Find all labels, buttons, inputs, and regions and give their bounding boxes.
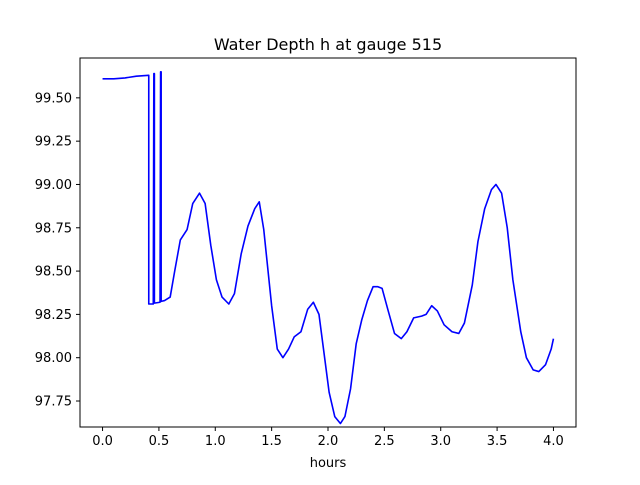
x-tick-label: 3.5 (487, 434, 508, 449)
plot-frame (79, 57, 577, 428)
y-tick-label: 99.50 (35, 91, 72, 106)
x-tick-label: 2.5 (374, 434, 395, 449)
series-line (102, 71, 555, 425)
x-tick-label: 0.5 (149, 434, 170, 449)
y-tick-label: 99.25 (35, 135, 72, 150)
x-tick-label: 0.0 (92, 434, 113, 449)
x-tick-label: 1.5 (261, 434, 282, 449)
y-tick-label: 98.25 (35, 308, 72, 323)
y-tick-label: 97.75 (35, 395, 72, 410)
x-axis: 0.0 0.5 1.0 1.5 2.0 2.5 3.0 3.5 4.0 (92, 427, 564, 449)
chart-title: Water Depth h at gauge 515 (214, 35, 442, 54)
series-layer (102, 71, 555, 425)
y-tick-label: 98.75 (35, 221, 72, 236)
x-tick-label: 1.0 (205, 434, 226, 449)
y-axis: 97.75 98.00 98.25 98.50 98.75 99.00 99.25 99.50 (35, 91, 80, 410)
x-tick-label: 2.0 (318, 434, 339, 449)
x-axis-label: hours (310, 456, 347, 471)
y-tick-label: 98.50 (35, 265, 72, 280)
x-tick-label: 4.0 (543, 434, 564, 449)
y-tick-label: 98.00 (35, 351, 72, 366)
y-tick-label: 99.00 (35, 178, 72, 193)
x-tick-label: 3.0 (430, 434, 451, 449)
